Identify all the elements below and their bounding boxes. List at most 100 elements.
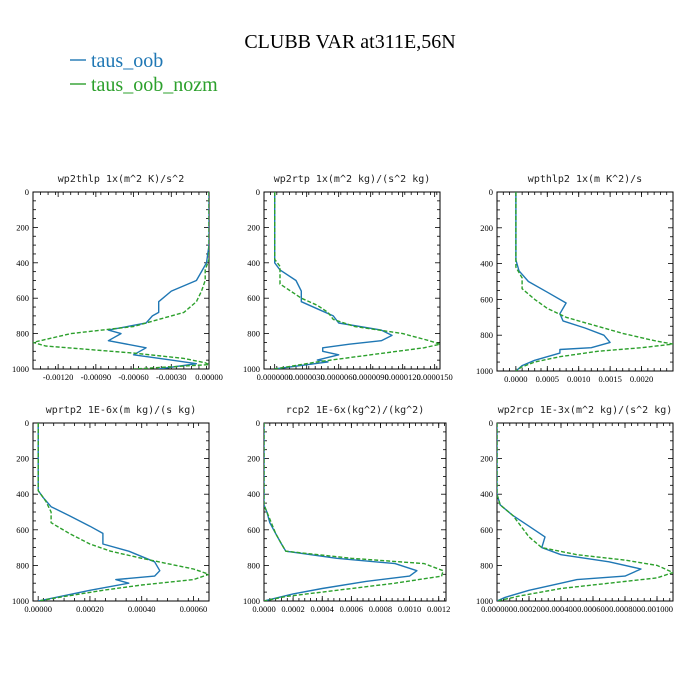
y-tick-label: 1000 xyxy=(12,596,29,606)
y-tick-label: 0 xyxy=(489,418,493,428)
panel-1: wp2thlp 1x(m^2 K)/s^2 0 200 400 600 800 1000 -0… xyxy=(12,174,223,382)
x-tick-label: -0.00030 xyxy=(156,372,186,382)
y-tick-label: 200 xyxy=(16,454,29,464)
x-tick-label: -0.00060 xyxy=(118,372,148,382)
x-tick-label: 0.000600 xyxy=(577,604,609,614)
y-tick-label: 0 xyxy=(489,187,493,197)
x-tick-label: 0.0020 xyxy=(630,374,653,384)
panel-grid: wp2thlp 1x(m^2 K)/s^2 0 200 400 600 800 1000 -0… xyxy=(12,174,674,614)
y-tick-label: 1000 xyxy=(12,364,29,374)
x-tick-label: 0.0000120 xyxy=(385,372,421,382)
x-tick-label: 0.0000030 xyxy=(289,372,325,382)
series-line-taus-oob-nozm xyxy=(37,423,209,601)
x-tick-label: 0.0000 xyxy=(504,374,527,384)
x-tick-label: 0.0004 xyxy=(311,604,335,614)
x-tick-label: 0.0006 xyxy=(340,604,363,614)
x-tick-label: 0.000200 xyxy=(513,604,545,614)
x-tick-label: 0.0002 xyxy=(281,604,304,614)
x-tick-label: 0.0008 xyxy=(369,604,392,614)
x-tick-label: 0.0010 xyxy=(567,374,590,384)
y-tick-label: 1000 xyxy=(243,364,260,374)
y-tick-label: 400 xyxy=(480,489,493,499)
y-tick-label: 1000 xyxy=(243,596,260,606)
series-line-taus-oob-nozm xyxy=(515,192,673,371)
x-tick-label: 0.0000000 xyxy=(257,372,293,382)
x-tick-label: 0.0000090 xyxy=(353,372,389,382)
x-tick-label: 0.00060 xyxy=(180,604,208,614)
legend-label-taus-oob-nozm: taus_oob_nozm xyxy=(91,74,218,96)
y-tick-label: 600 xyxy=(247,525,260,535)
axis-frame xyxy=(263,422,447,602)
y-tick-label: 200 xyxy=(480,454,493,464)
y-tick-label: 0 xyxy=(256,418,260,428)
series-line-taus-oob xyxy=(515,192,611,371)
series-line-taus-oob xyxy=(37,423,161,601)
y-tick-label: 200 xyxy=(247,222,260,232)
series-line-taus-oob xyxy=(264,423,418,601)
x-tick-label: -0.00090 xyxy=(81,372,111,382)
panel-title: wpthlp2 1x(m K^2)/s xyxy=(528,174,642,185)
panel-5: rcp2 1E-6x(kg^2)/(kg^2) 0 200 400 600 800 1000… xyxy=(243,405,450,614)
y-tick-label: 200 xyxy=(480,223,493,233)
y-tick-label: 600 xyxy=(16,525,29,535)
y-tick-label: 400 xyxy=(247,258,260,268)
y-tick-label: 600 xyxy=(247,293,260,303)
y-tick-label: 0 xyxy=(25,187,29,197)
series-line-taus-oob-nozm xyxy=(497,423,673,601)
x-tick-label: -0.00120 xyxy=(43,372,73,382)
x-tick-label: 0.001000 xyxy=(641,604,673,614)
x-tick-label: 0.0010 xyxy=(398,604,421,614)
x-tick-label: 0.000000 xyxy=(481,604,513,614)
series-line-taus-oob-nozm xyxy=(33,192,209,369)
x-tick-label: 0.000800 xyxy=(609,604,641,614)
x-tick-label: 0.0000150 xyxy=(417,372,453,382)
y-tick-label: 1000 xyxy=(476,596,493,606)
series-line-taus-oob-nozm xyxy=(274,192,440,369)
y-tick-label: 200 xyxy=(247,454,260,464)
x-tick-label: 0.0000 xyxy=(252,604,275,614)
axis-frame xyxy=(263,191,441,370)
x-tick-label: 0.00020 xyxy=(76,604,104,614)
series-line-taus-oob xyxy=(497,423,642,601)
y-tick-label: 1000 xyxy=(476,366,493,376)
y-tick-label: 800 xyxy=(480,330,493,340)
y-tick-label: 200 xyxy=(16,222,29,232)
axis-frame xyxy=(496,422,674,602)
series-line-taus-oob xyxy=(107,192,209,369)
panel-2: wp2rtp 1x(m^2 kg)/(s^2 kg) 0 200 400 600 800 1… xyxy=(243,174,453,382)
x-tick-label: 0.000400 xyxy=(545,604,577,614)
y-tick-label: 800 xyxy=(16,560,29,570)
x-tick-label: 0.0012 xyxy=(427,604,450,614)
axis-frame xyxy=(496,191,674,372)
panel-4: wprtp2 1E-6x(m kg)/(s kg) 0 200 400 600 800 10… xyxy=(12,405,210,614)
y-tick-label: 0 xyxy=(256,187,260,197)
y-tick-label: 400 xyxy=(247,489,260,499)
y-tick-label: 400 xyxy=(16,489,29,499)
y-tick-label: 800 xyxy=(247,329,260,339)
y-tick-label: 0 xyxy=(25,418,29,428)
panel-title: wp2rtp 1x(m^2 kg)/(s^2 kg) xyxy=(274,174,431,185)
panel-title: wp2rcp 1E-3x(m^2 kg)/(s^2 kg) xyxy=(498,405,673,416)
x-tick-label: 0.00000 xyxy=(195,372,223,382)
x-tick-label: 0.00000 xyxy=(24,604,52,614)
y-tick-label: 400 xyxy=(480,259,493,269)
panel-6: wp2rcp 1E-3x(m^2 kg)/(s^2 kg) 0 200 400 600 8… xyxy=(476,405,674,614)
y-tick-label: 600 xyxy=(480,525,493,535)
series-line-taus-oob xyxy=(274,192,393,369)
x-tick-label: 0.00040 xyxy=(128,604,156,614)
y-tick-label: 600 xyxy=(480,294,493,304)
panel-title: wp2thlp 1x(m^2 K)/s^2 xyxy=(58,174,184,185)
y-tick-label: 800 xyxy=(247,560,260,570)
axis-frame xyxy=(32,422,210,602)
panel-3: wpthlp2 1x(m K^2)/s 0 200 400 600 800 1000 0.00… xyxy=(476,174,674,384)
legend-label-taus-oob: taus_oob xyxy=(91,50,163,72)
x-tick-label: 0.0015 xyxy=(598,374,621,384)
panel-title: rcp2 1E-6x(kg^2)/(kg^2) xyxy=(286,405,424,416)
y-tick-label: 600 xyxy=(16,293,29,303)
y-tick-label: 400 xyxy=(16,258,29,268)
x-tick-label: 0.0005 xyxy=(536,374,559,384)
y-tick-label: 800 xyxy=(480,560,493,570)
x-tick-label: 0.0000060 xyxy=(321,372,357,382)
panel-title: wprtp2 1E-6x(m kg)/(s kg) xyxy=(46,405,197,416)
